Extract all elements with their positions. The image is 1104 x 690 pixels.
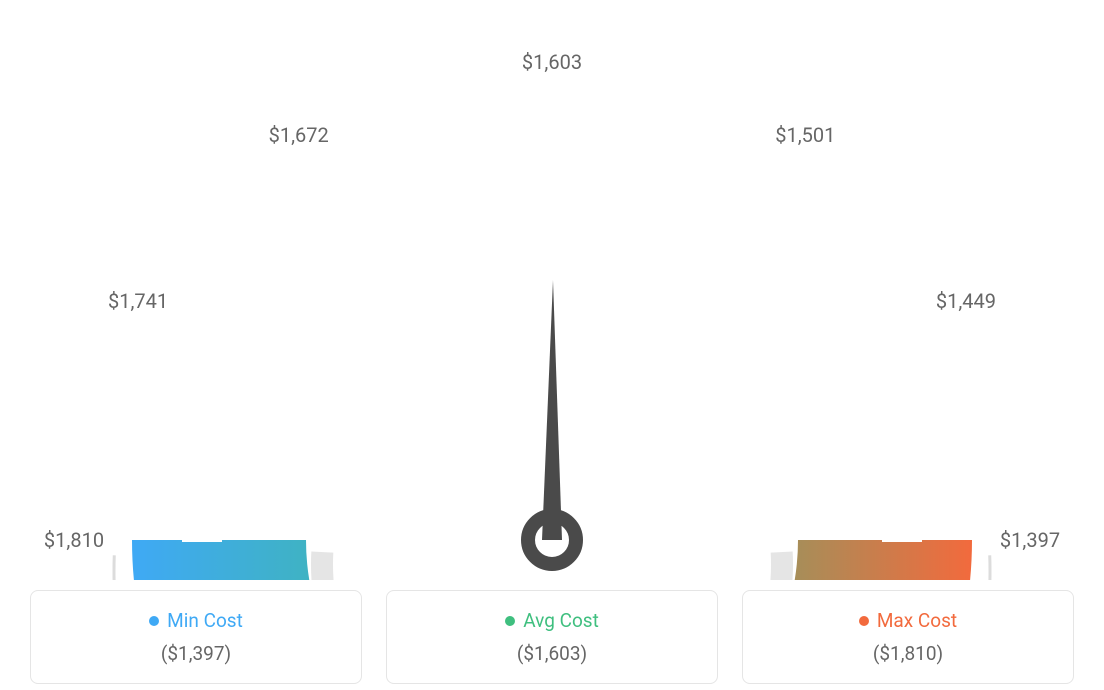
legend-dot-min xyxy=(149,616,159,626)
gauge-tick-label: $1,501 xyxy=(775,123,835,147)
gauge-tick-label: $1,603 xyxy=(522,50,582,74)
legend-max-value: ($1,810) xyxy=(873,642,943,665)
gauge-svg xyxy=(22,20,1082,580)
gauge-tick-label: $1,449 xyxy=(936,289,996,313)
legend-card-max: Max Cost ($1,810) xyxy=(742,590,1074,684)
gauge-tick-label: $1,397 xyxy=(1000,528,1060,552)
legend-avg-top: Avg Cost xyxy=(505,609,599,632)
cost-gauge-chart: $1,397 $1,449 $1,501 $1,603 $1,672 $1,741 $1,8… xyxy=(22,20,1082,580)
legend-avg-value: ($1,603) xyxy=(517,642,587,665)
gauge-tick-label: $1,672 xyxy=(269,123,329,147)
legend-avg-label: Avg Cost xyxy=(523,609,599,632)
legend-dot-avg xyxy=(505,616,515,626)
legend-min-top: Min Cost xyxy=(149,609,243,632)
legend-dot-max xyxy=(859,616,869,626)
legend-max-label: Max Cost xyxy=(877,609,957,632)
legend-card-avg: Avg Cost ($1,603) xyxy=(386,590,718,684)
legend-min-value: ($1,397) xyxy=(161,642,231,665)
legend-card-min: Min Cost ($1,397) xyxy=(30,590,362,684)
legend-max-top: Max Cost xyxy=(859,609,957,632)
gauge-tick-label: $1,741 xyxy=(108,289,168,313)
legend-row: Min Cost ($1,397) Avg Cost ($1,603) Max … xyxy=(30,590,1074,684)
gauge-tick-label: $1,810 xyxy=(44,528,104,552)
legend-min-label: Min Cost xyxy=(167,609,243,632)
